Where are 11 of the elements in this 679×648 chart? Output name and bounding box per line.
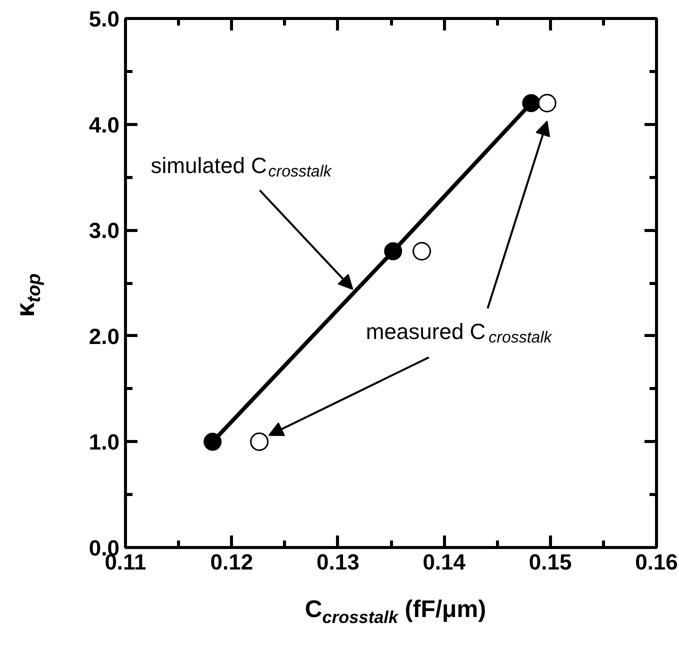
y-tick-label: 5.0	[88, 6, 120, 32]
y-tick-label: 3.0	[88, 218, 120, 244]
x-axis-title: C$_{crosstalk}$ (fF/μm)	[304, 595, 488, 629]
y-tick-label: 2.0	[88, 324, 120, 349]
x-tick-label: 0.16	[635, 550, 678, 574]
y-tick-label: 1.0	[88, 430, 120, 455]
x-tick-label: 0.15	[528, 550, 572, 574]
x-tick-label: 0.14	[422, 550, 466, 574]
y-tick-label: 4.0	[88, 112, 120, 138]
x-tick-label: 0.12	[210, 550, 254, 574]
x-tick-label: 0.13	[316, 550, 360, 574]
